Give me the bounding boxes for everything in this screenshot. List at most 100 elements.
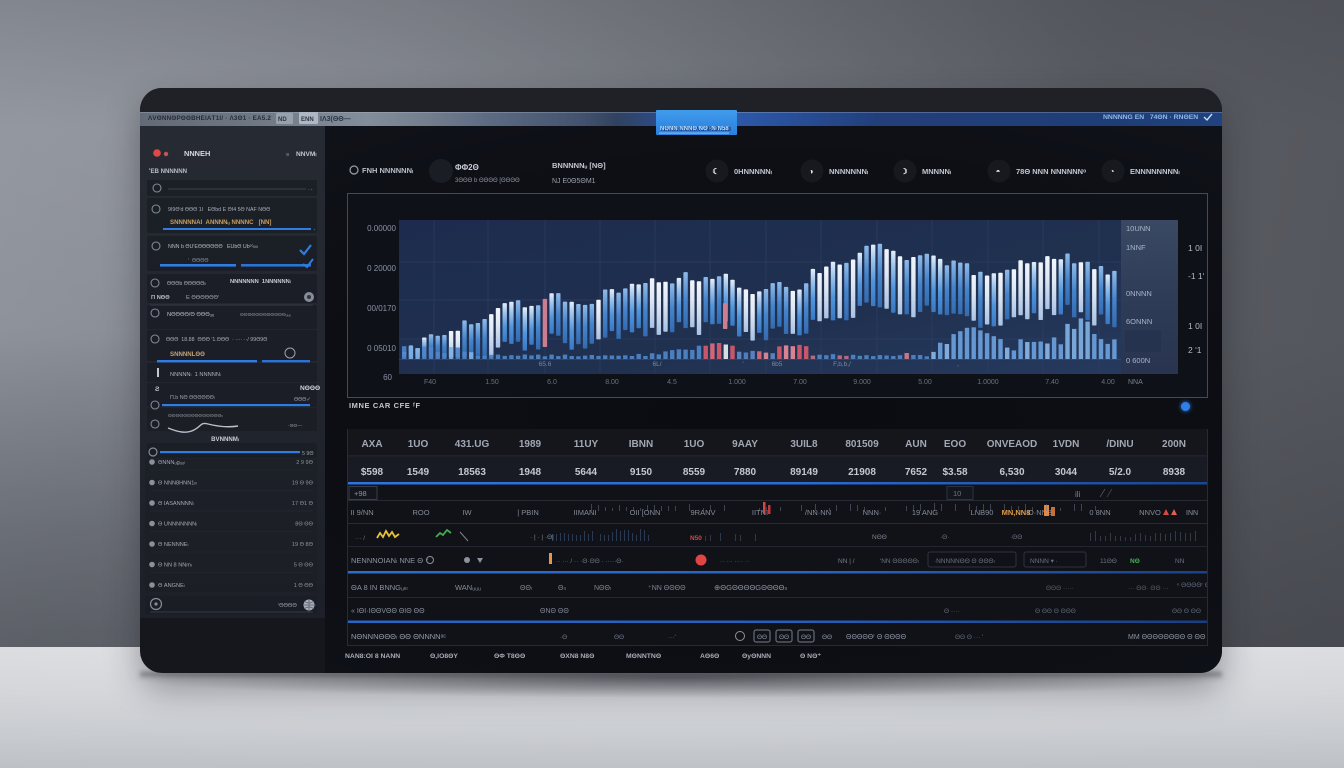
svg-text:3044: 3044 [1055,467,1078,478]
svg-text:0NNNN: 0NNNN [1126,289,1152,298]
svg-text:$3.58: $3.58 [942,467,967,478]
svg-text:ΘΘₗ: ΘΘₗ [520,585,532,592]
svg-text:NΘ: NΘ [1130,558,1140,565]
svg-text:ROO: ROO [412,508,429,517]
svg-text:10UNN: 10UNN [1126,224,1151,233]
svg-text:·ΘΘ—: ·ΘΘ— [288,423,302,429]
svg-text:NNNN ▾ ·: NNNN ▾ · [1030,558,1058,565]
svg-text:0 20000: 0 20000 [367,264,396,273]
svg-text:1948: 1948 [519,467,542,478]
svg-text:9RANV: 9RANV [690,508,715,517]
svg-text:IΛ3(ΘΘ—: IΛ3(ΘΘ— [320,116,351,123]
svg-text:18563: 18563 [458,467,486,478]
svg-text:Π.b NΘ ΘΘΘΘΘΘₗ: Π.b NΘ ΘΘΘΘΘΘₗ [170,395,215,401]
svg-text:SNNNNNAI ANNNNᵤ NNNNC [NN]: SNNNNNAI ANNNNᵤ NNNNC [NN] [170,219,271,226]
svg-text:ⁿ ΘΘΘΘʳ ΘΘₗₗₗ·ₗ·Θₗ: ⁿ ΘΘΘΘʳ ΘΘₗₗₗ·ₗ·Θₗ [1177,582,1208,589]
svg-text:19 Θ 9Θ: 19 Θ 9Θ [292,481,314,487]
svg-text:1 Θ ΘΘ: 1 Θ ΘΘ [294,583,314,589]
svg-text:NNNEH: NNNEH [184,149,210,158]
svg-text:ΦΦ2Θ: ΦΦ2Θ [455,163,479,172]
svg-text:11UY: 11UY [574,439,599,450]
svg-text:NN | /: NN | / [838,558,855,565]
svg-text:0.00000: 0.00000 [367,224,396,233]
svg-text:Θ NN 8 NNmₗ: Θ NN 8 NNmₗ [158,563,192,569]
svg-text:NΘΘΘ: NΘΘΘ [300,385,320,392]
svg-text:ΘΘ: ΘΘ [614,634,624,641]
svg-text:NNA: NNA [1128,379,1143,386]
svg-text:NNNNNNNₗ: NNNNNNNₗ [829,167,869,176]
svg-text:·ΘΘ: ·ΘΘ [1010,534,1022,541]
svg-text:1UO: 1UO [408,439,429,450]
svg-text:AXA: AXA [361,439,382,450]
svg-text:/DINU: /DINU [1106,439,1133,450]
svg-text:7652: 7652 [905,467,928,478]
svg-text:0 8NN: 0 8NN [1089,508,1110,517]
svg-text:·· ··· / ·· ·Θ·ΘΘ · ·····Θ·: ·· ··· / ·· ·Θ·ΘΘ · ·····Θ· [556,558,624,565]
svg-text:1.0000: 1.0000 [977,379,999,386]
svg-text:10: 10 [953,489,961,498]
svg-text:◔: ◔ [1110,167,1115,176]
svg-text:ΘΘΘ ·····: ΘΘΘ ····· [1046,585,1074,592]
svg-text:≡: ≡ [286,152,290,158]
svg-text:9.000: 9.000 [853,379,871,386]
svg-text:1989: 1989 [519,439,542,450]
svg-text:6ONNN: 6ONNN [1126,317,1152,326]
svg-text:NΘNNNΘΘΘₗ ΘΘ ΘNNNNᵃᶜ: NΘNNNΘΘΘₗ ΘΘ ΘNNNNᵃᶜ [351,632,446,641]
svg-text:··· /: ··· / [355,535,365,542]
svg-text:2 ʹ1: 2 ʹ1 [1188,345,1202,355]
svg-text:6,530: 6,530 [999,467,1024,478]
svg-text:ΛVΘNNΘPΘΘBHEIAΤ1I/ · Λ3Θ1 · EA: ΛVΘNNΘPΘΘBHEIAΤ1I/ · Λ3Θ1 · EA5.2 [148,115,271,122]
svg-text:17 Θ1 Θ: 17 Θ1 Θ [292,501,314,507]
svg-text:NENNNOIANₗ NNE Θ ⁺: NENNNOIANₗ NNE Θ ⁺ [351,556,429,565]
svg-text:1549: 1549 [407,467,430,478]
svg-text:21908: 21908 [848,467,876,478]
svg-text:3UIL8: 3UIL8 [790,439,818,450]
svg-text:NJ Ε0Θ5ΘΜ1: NJ Ε0Θ5ΘΜ1 [552,178,596,185]
svg-text:E ΘΘΘΘΘΘʹ: E ΘΘΘΘΘΘʹ [186,294,219,301]
svg-text:II 9/NN: II 9/NN [350,508,373,517]
svg-text:ΘΘ: ΘΘ [779,634,789,641]
svg-text:0 05010: 0 05010 [367,344,396,353]
svg-text:| PBIN: | PBIN [517,508,539,517]
svg-text:WANᵤᵤᵤ: WANᵤᵤᵤ [455,583,481,592]
svg-text:⁺NN ΘΘΘΘ: ⁺NN ΘΘΘΘ [648,585,686,592]
svg-text:Θ NΘ⁺: Θ NΘ⁺ [800,653,821,660]
svg-text:': ' [742,361,743,368]
svg-text:MN,NN8: MN,NN8 [1002,508,1031,517]
svg-text:IITNI: IITNI [752,508,768,517]
svg-text:5 9Θ: 5 9Θ [302,451,313,457]
svg-text:ΘΘΘb ΘΘΘΘΘₗₗ: ΘΘΘb ΘΘΘΘΘₗₗ [167,281,206,287]
svg-text:801509: 801509 [845,439,879,450]
svg-text:5/2.0: 5/2.0 [1109,467,1132,478]
svg-text:1VDN: 1VDN [1053,439,1080,450]
svg-text:6.0: 6.0 [547,379,557,386]
svg-text:Θ IASANNNNₗ: Θ IASANNNNₗ [158,501,194,507]
svg-text:Θ,IO8ΘY: Θ,IO8ΘY [430,653,458,660]
svg-text:78Θ NNN NNNNNNᵒ: 78Θ NNN NNNNNNᵒ [1016,167,1086,176]
svg-text:IW: IW [462,508,472,517]
svg-text:5.00: 5.00 [918,379,932,386]
svg-text:ΘΘ: ΘΘ [822,634,832,641]
svg-text:ili: ili [1075,490,1081,499]
svg-text:ΘΘΘ✓: ΘΘΘ✓ [294,397,311,403]
svg-text:NN: NN [1175,558,1185,565]
svg-text:ΘNΘ ΘΘ: ΘNΘ ΘΘ [540,608,569,615]
svg-text:Θ ΘΘ Θ ΘΘΘ: Θ ΘΘ Θ ΘΘΘ [1035,608,1076,615]
svg-text:BNNNNNᵤ [NΘ]: BNNNNNᵤ [NΘ] [552,161,606,170]
svg-text:AUN: AUN [905,439,927,450]
svg-text:ONVEAOD: ONVEAOD [987,439,1038,450]
svg-text:INN: INN [1186,510,1198,517]
svg-text:·Θ·: ·Θ· [940,534,949,541]
svg-text:ΘΘ: ΘΘ [757,634,767,641]
svg-text:ΘNNNᵤgᵤᵤₗ: ΘNNNᵤgᵤᵤₗ [158,460,185,466]
svg-text:1 0I: 1 0I [1188,321,1202,331]
svg-text:ΘΘΘ 18.88 ΘΘΘ ʹ1.ΘΘΘ · ····: ΘΘΘ 18.88 ΘΘΘ ʹ1.ΘΘΘ · ···· ··/ 99Θ9Θ [166,336,267,343]
svg-text:NNVMₗ: NNVMₗ [296,151,317,158]
svg-text:5 Θ ΘΘ: 5 Θ ΘΘ [294,563,314,569]
svg-text:4.00: 4.00 [1101,379,1115,386]
svg-text:1UO: 1UO [684,439,705,450]
svg-text:Π NΘΘ: Π NΘΘ [151,295,170,301]
svg-text:,: , [957,361,959,368]
svg-text:Θ NNN8HNN1ₗₗₗ: Θ NNN8HNN1ₗₗₗ [158,481,197,487]
svg-text:Θ NENNNEₗ: Θ NENNNEₗ [158,542,189,548]
